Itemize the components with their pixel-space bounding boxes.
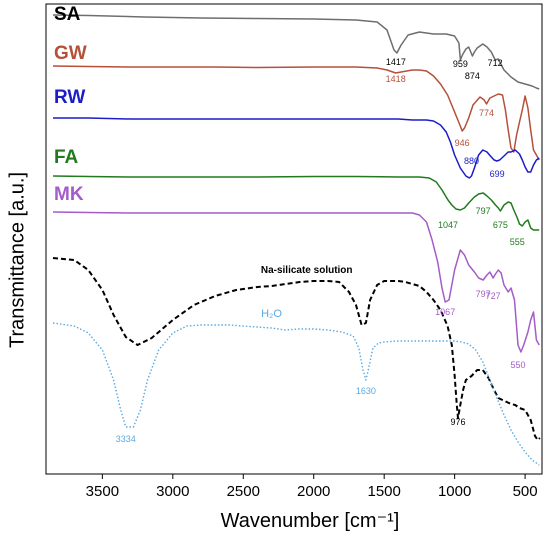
peak-label-18: 976 [450, 417, 465, 427]
series-label-0: SA [54, 4, 81, 25]
peak-label-12: 555 [510, 237, 525, 247]
peak-label-4: 1418 [386, 74, 406, 84]
x-tick-label-5: 1000 [438, 483, 471, 500]
x-tick-label-1: 3000 [156, 483, 189, 500]
series-label-2: RW [54, 87, 85, 108]
series-layer [52, 14, 541, 466]
peak-label-14: 797 [476, 289, 491, 299]
series-line-5 [52, 257, 541, 441]
peak-label-21: 3334 [116, 434, 136, 444]
x-tick-label-4: 1500 [367, 483, 400, 500]
peak-label-17: Na-silicate solution [261, 265, 353, 276]
peak-label-3: 712 [488, 58, 503, 68]
peak-annotation-layer: 1417 959874712141894677488069910477976755… [116, 57, 526, 444]
series-line-1 [52, 65, 540, 161]
series-label-4: MK [54, 184, 84, 205]
series-line-6 [52, 322, 540, 466]
peak-label-2: 874 [465, 71, 480, 81]
series-label-layer: SA GW RW FA MK [54, 4, 87, 205]
peak-label-19: H₂O [261, 308, 282, 320]
peak-label-1: 959 [453, 59, 468, 69]
series-label-1: GW [54, 43, 87, 64]
y-axis-label: Transmittance [a.u.] [6, 172, 29, 348]
x-tick-layer: 3500 3000 2500 2000 1500 1000 500 [86, 474, 538, 500]
peak-label-10: 797 [476, 206, 491, 216]
series-line-0 [52, 14, 540, 90]
x-axis-label: Wavenumber [cm⁻¹] [220, 510, 400, 532]
peak-label-13: 1067 [435, 307, 455, 317]
peak-label-20: 1630 [356, 386, 376, 396]
peak-label-5: 946 [455, 138, 470, 148]
peak-label-11: 675 [493, 220, 508, 230]
peak-label-16: 550 [510, 360, 525, 370]
x-tick-label-6: 500 [513, 483, 538, 500]
peak-label-0: 1417 [386, 57, 406, 67]
peak-label-6: 774 [479, 108, 494, 118]
series-line-3 [52, 175, 540, 231]
x-tick-label-0: 3500 [86, 483, 119, 500]
x-tick-label-2: 2500 [227, 483, 260, 500]
peak-label-7: 880 [464, 156, 479, 166]
peak-label-8: 699 [490, 169, 505, 179]
series-label-3: FA [54, 147, 79, 168]
plot-frame [45, 3, 543, 475]
x-tick-label-3: 2000 [297, 483, 330, 500]
peak-label-9: 1047 [438, 220, 458, 230]
peak-label-15: 727 [486, 291, 501, 301]
series-line-4 [52, 211, 540, 353]
y-axis-label-container: Transmittance [a.u.] [2, 60, 34, 460]
series-line-2 [53, 117, 540, 179]
